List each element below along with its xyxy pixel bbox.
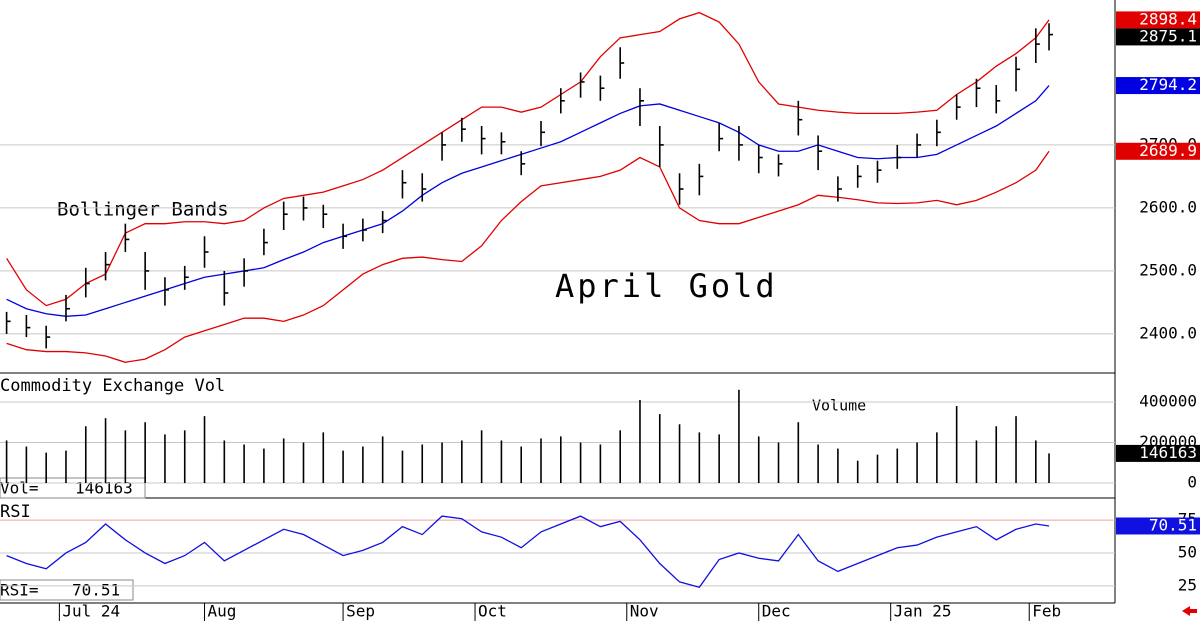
bollinger-band (6, 11, 1050, 307)
last-value-box (1116, 11, 1200, 29)
x-tick-label: Jul 24 (62, 602, 120, 621)
panel-subtitle: Volume (812, 397, 866, 415)
y-tick-label: 2500.0 (1139, 260, 1197, 279)
x-tick-label: Aug (208, 602, 237, 621)
x-tick-label: Dec (762, 602, 791, 621)
readout-label: RSI= (0, 581, 39, 600)
last-value-box (1116, 444, 1200, 462)
last-value-box (1116, 517, 1200, 535)
y-tick-label: 0 (1187, 473, 1197, 492)
readout-value: 70.51 (72, 581, 120, 600)
last-value: 2689.9 (1139, 141, 1197, 160)
bollinger-band (6, 85, 1050, 317)
readout-label: Vol= (0, 479, 39, 498)
x-tick-label: Feb (1032, 602, 1061, 621)
x-tick-label: Oct (478, 602, 507, 621)
y-tick-label: 2400.0 (1139, 323, 1197, 342)
y-tick-label: 2600.0 (1139, 197, 1197, 216)
y-tick-label: 50 (1178, 542, 1197, 561)
annotation: Bollinger Bands (57, 199, 229, 221)
x-tick-label: Nov (630, 602, 659, 621)
panel-title: RSI (0, 502, 31, 522)
bollinger-band (6, 150, 1050, 363)
last-value: 2875.1 (1139, 26, 1197, 45)
last-value-box (1116, 28, 1200, 46)
x-tick-label: Sep (346, 602, 375, 621)
y-tick-label: 25 (1178, 575, 1197, 594)
last-value: 146163 (1139, 443, 1197, 462)
readout-box (0, 579, 134, 601)
scroll-arrow[interactable] (1182, 606, 1197, 616)
y-tick-label: 400000 (1139, 391, 1197, 410)
last-value-box (1116, 142, 1200, 160)
x-tick-label: Jan 25 (894, 602, 952, 621)
rsi-line (6, 515, 1050, 588)
last-value-box (1116, 77, 1200, 95)
chart-title: April Gold (555, 267, 778, 305)
readout-value: 146163 (75, 479, 133, 498)
panel-title: Commodity Exchange Vol (0, 376, 225, 396)
last-value: 2794.2 (1139, 75, 1197, 94)
last-value: 2898.4 (1139, 9, 1197, 28)
last-value: 70.51 (1149, 515, 1197, 534)
